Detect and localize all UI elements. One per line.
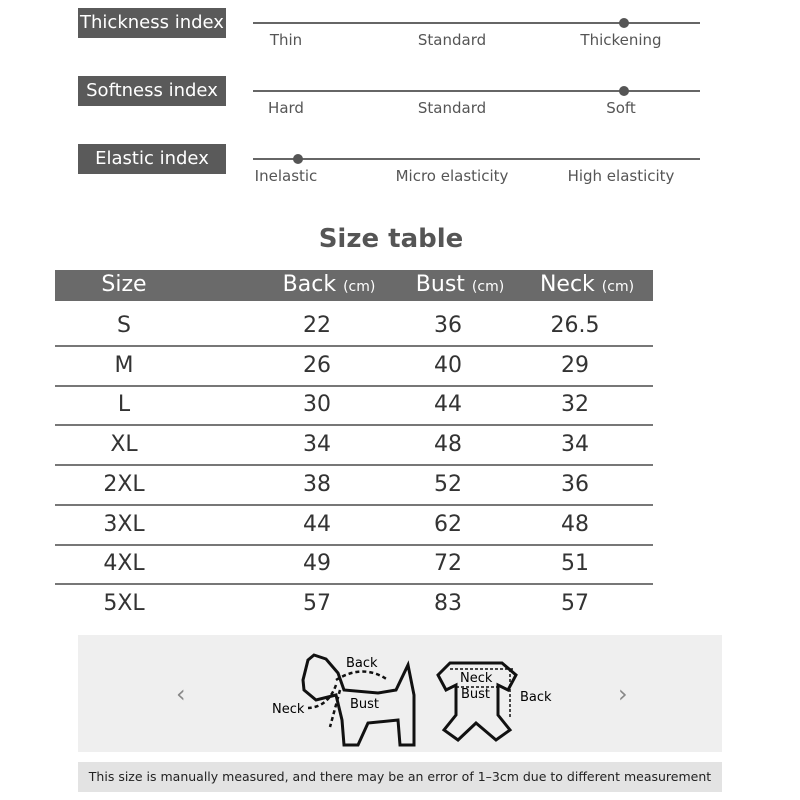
table-row: 2XL 38 52 36 [55, 466, 653, 506]
table-cell: 40 [434, 352, 462, 378]
index-label: Thickness index [78, 8, 226, 38]
table-cell: 48 [561, 511, 589, 537]
table-cell: 26 [303, 352, 331, 378]
table-cell: 38 [303, 471, 331, 497]
table-cell: 30 [303, 392, 331, 418]
row-divider [55, 345, 653, 347]
table-header: Size Back (cm) Bust (cm) Neck (cm) [55, 270, 653, 301]
table-cell: 36 [434, 313, 462, 338]
table-cell: 3XL [103, 511, 145, 537]
index-option: Soft [606, 99, 636, 117]
index-label: Softness index [78, 76, 226, 106]
table-cell: XL [110, 432, 138, 458]
table-row: L 30 44 32 [55, 386, 653, 427]
table-cell: 72 [434, 551, 462, 577]
table-cell: 49 [303, 551, 331, 577]
garment-bust-label: Bust [461, 687, 490, 702]
table-row: 5XL 57 83 57 [55, 585, 653, 625]
table-cell: S [117, 313, 131, 338]
chevron-right-icon[interactable]: › [618, 680, 628, 708]
column-header: Neck (cm) [539, 272, 635, 297]
table-cell: 44 [303, 511, 331, 537]
table-row: 3XL 44 62 48 [55, 506, 653, 546]
column-header: Back (cm) [282, 272, 376, 297]
index-scale [253, 18, 700, 28]
measurement-diagram: ‹ › Back Neck Bust Neck Bust Back [78, 635, 722, 752]
garment-outline-icon [436, 661, 518, 742]
dog-outline-icon [301, 653, 416, 747]
index-scale [253, 86, 700, 96]
table-cell: 62 [434, 511, 462, 537]
table-cell: 52 [434, 471, 462, 497]
index-scale [253, 154, 700, 164]
table-cell: 83 [434, 590, 462, 616]
garment-back-label: Back [520, 690, 552, 705]
dog-bust-label: Bust [350, 697, 379, 712]
index-label: Elastic index [78, 144, 226, 174]
measurement-note: This size is manually measured, and ther… [78, 762, 722, 800]
chevron-left-icon[interactable]: ‹ [176, 680, 186, 708]
table-cell: 51 [561, 551, 589, 577]
dog-back-label: Back [346, 656, 378, 671]
garment-neck-label: Neck [460, 671, 493, 686]
table-cell: L [117, 392, 131, 418]
row-divider [55, 543, 653, 546]
table-cell: 4XL [103, 551, 145, 577]
row-divider [55, 583, 653, 586]
table-cell: 34 [561, 432, 589, 458]
row-divider [55, 384, 653, 387]
table-cell: 48 [434, 432, 462, 458]
table-cell: 57 [303, 590, 331, 616]
table-row: XL 34 48 34 [55, 426, 653, 467]
table-cell: 2XL [103, 471, 145, 497]
table-cell: 57 [561, 590, 589, 616]
table-row: 4XL 49 72 51 [55, 545, 653, 586]
index-option: Thickening [580, 31, 662, 49]
index-marker [619, 86, 629, 96]
index-option: Thin [269, 31, 303, 49]
index-option: Inelastic [254, 167, 318, 185]
table-cell: 36 [561, 471, 589, 497]
table-cell: 5XL [103, 590, 145, 616]
row-divider [55, 464, 653, 467]
table-cell: 32 [561, 392, 589, 418]
dog-neck-label: Neck [272, 702, 305, 717]
index-option: Hard [268, 99, 304, 117]
size-table-title: Size table [318, 224, 464, 254]
table-cell: 22 [303, 313, 331, 338]
index-option: Standard [417, 31, 487, 49]
table-row: M 26 40 29 [55, 347, 653, 387]
table-row: S 22 36 26.5 [55, 307, 653, 347]
row-divider [55, 424, 653, 427]
table-cell: 26.5 [550, 313, 600, 338]
index-marker [619, 18, 629, 28]
column-header: Bust (cm) [415, 272, 505, 297]
index-marker [292, 154, 303, 164]
table-cell: 44 [434, 392, 462, 418]
table-cell: M [114, 352, 134, 378]
row-divider [55, 503, 653, 506]
column-header: Size [101, 272, 147, 297]
index-option: Standard [417, 99, 487, 117]
index-option: High elasticity [567, 167, 675, 185]
index-option: Micro elasticity [395, 167, 509, 185]
table-cell: 34 [303, 432, 331, 458]
table-cell: 29 [561, 352, 589, 378]
